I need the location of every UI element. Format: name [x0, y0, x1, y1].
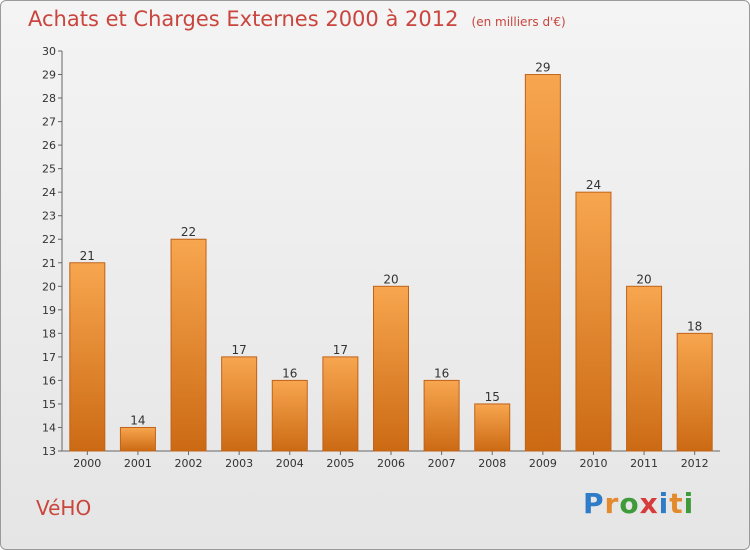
y-tick-label: 14: [42, 421, 56, 434]
data-label: 20: [636, 272, 651, 286]
x-tick-label: 2005: [326, 457, 354, 470]
data-label: 16: [434, 366, 449, 380]
y-tick-label: 16: [42, 374, 56, 387]
axes: 13 14 15 16 17 18 19 20 21 22 23 24 25 26 27 28 29 30 2000…: [42, 45, 720, 470]
place-name: VéHO: [36, 496, 92, 520]
brand-letter: i: [683, 487, 695, 520]
x-tick-label: 2006: [377, 457, 405, 470]
y-tick-label: 24: [42, 186, 56, 199]
y-tick-label: 29: [42, 69, 56, 82]
data-label: 29: [535, 61, 550, 75]
brand-logo: Proxiti: [583, 487, 694, 520]
y-tick-label: 23: [42, 210, 56, 223]
bar: [575, 191, 612, 452]
x-tick-label: 2002: [175, 457, 203, 470]
bars: [69, 74, 713, 452]
y-tick-label: 13: [42, 445, 56, 458]
bar: [119, 426, 156, 452]
data-label: 20: [383, 272, 398, 286]
x-tick-label: 2012: [681, 457, 709, 470]
chart-title-main: Achats et Charges Externes 2000 à 2012: [28, 7, 459, 31]
x-tick-label: 2001: [124, 457, 152, 470]
y-tick-label: 19: [42, 304, 56, 317]
bar: [524, 74, 561, 452]
data-label: 17: [232, 343, 247, 357]
chart-subtitle: (en milliers d'€): [471, 15, 566, 29]
brand-letter: P: [583, 487, 605, 520]
y-tick-label: 20: [42, 280, 56, 293]
bar: [271, 379, 308, 452]
bar: [221, 356, 258, 452]
bar: [626, 285, 663, 452]
brand-letter: t: [669, 487, 684, 520]
data-label: 16: [282, 366, 297, 380]
y-tick-label: 30: [42, 45, 56, 58]
brand-letter: o: [619, 487, 640, 520]
bar: [373, 285, 409, 452]
brand-letter: i: [658, 487, 670, 520]
x-tick-label: 2011: [630, 457, 658, 470]
y-tick-label: 26: [42, 139, 56, 152]
bar: [676, 332, 713, 452]
brand-letter: x: [639, 487, 659, 520]
y-tick-label: 27: [42, 116, 56, 129]
data-label: 17: [333, 343, 348, 357]
data-label: 14: [130, 413, 145, 427]
bar: [474, 403, 511, 452]
bar: [322, 356, 359, 452]
data-label: 24: [586, 178, 601, 192]
data-label: 22: [181, 225, 196, 239]
y-tick-label: 28: [42, 92, 56, 105]
data-label: 21: [80, 249, 95, 263]
y-tick-label: 25: [42, 163, 56, 176]
bar: [423, 379, 460, 452]
brand-letter: r: [604, 487, 620, 520]
y-tick-label: 18: [42, 327, 56, 340]
x-tick-label: 2003: [225, 457, 253, 470]
y-tick-label: 15: [42, 398, 56, 411]
data-label: 15: [485, 390, 500, 404]
x-tick-label: 2007: [428, 457, 456, 470]
x-tick-label: 2000: [73, 457, 101, 470]
bar: [69, 262, 106, 452]
bar: [170, 238, 207, 452]
y-tick-label: 21: [42, 257, 56, 270]
data-labels: 21 14 22 17 16 17 20 16 15 29 24 20 18: [80, 61, 703, 428]
chart-title: Achats et Charges Externes 2000 à 2012 (…: [28, 7, 566, 31]
y-tick-label: 17: [42, 351, 56, 364]
y-tick-label: 22: [42, 233, 56, 246]
x-tick-label: 2010: [579, 457, 607, 470]
x-tick-label: 2004: [276, 457, 304, 470]
x-tick-label: 2008: [478, 457, 506, 470]
data-label: 18: [687, 319, 702, 333]
x-tick-label: 2009: [529, 457, 557, 470]
